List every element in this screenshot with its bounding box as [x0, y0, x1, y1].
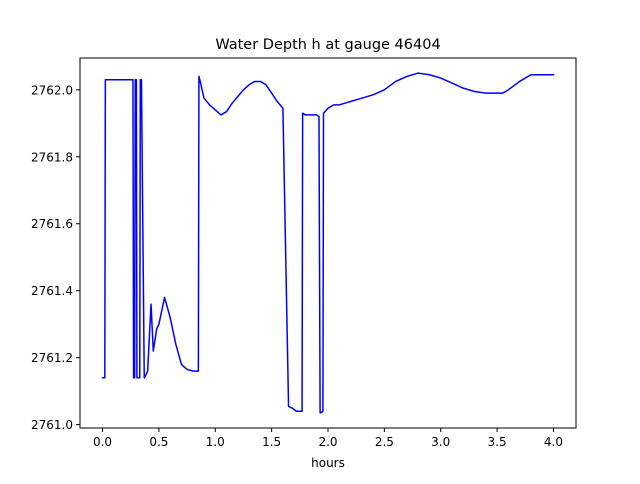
y-tick-label: 2761.0	[31, 418, 73, 432]
x-tick-label: 3.0	[431, 435, 450, 449]
x-axis-label: hours	[311, 456, 345, 470]
series-line-1	[101, 72, 555, 414]
x-tick-label: 0.5	[149, 435, 168, 449]
y-tick-label: 2761.8	[31, 150, 73, 164]
x-tick-label: 0.0	[93, 435, 112, 449]
y-tick-label: 2761.4	[31, 284, 73, 298]
x-tick-label: 1.5	[262, 435, 281, 449]
y-tick-label: 2761.2	[31, 351, 73, 365]
x-tick-label: 1.0	[206, 435, 225, 449]
x-tick-label: 3.5	[488, 435, 507, 449]
y-tick-label: 2762.0	[31, 83, 73, 97]
y-axis: 2761.0 2761.2 2761.4 2761.6 2761.8 2762.0	[31, 83, 80, 432]
y-tick-label: 2761.6	[31, 217, 73, 231]
x-tick-label: 2.5	[375, 435, 394, 449]
x-tick-label: 4.0	[544, 435, 563, 449]
x-axis: 0.0 0.5 1.0 1.5 2.0 2.5 3.0 3.5 4.0	[93, 428, 563, 449]
plot-area	[101, 72, 555, 414]
chart-title: Water Depth h at gauge 46404	[215, 37, 440, 53]
x-tick-label: 2.0	[318, 435, 337, 449]
